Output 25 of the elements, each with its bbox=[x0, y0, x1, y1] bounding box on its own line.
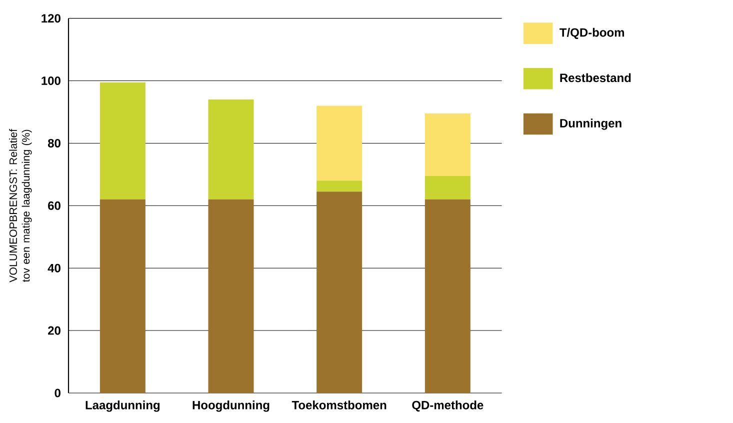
y-axis-title: VOLUMEOPBRENGST: Relatief tov een matige laagdunning (%) bbox=[9, 128, 32, 282]
y-tick-label: 20 bbox=[48, 326, 60, 335]
bar bbox=[424, 114, 470, 176]
bar bbox=[100, 199, 146, 393]
x-tick-label: Laagdunning bbox=[86, 400, 160, 412]
y-tick-label: 40 bbox=[48, 264, 60, 272]
y-tick-label: 0 bbox=[54, 388, 60, 398]
legend-label: Restbestand bbox=[560, 73, 631, 82]
bar bbox=[424, 176, 470, 200]
bar bbox=[316, 106, 362, 181]
bar bbox=[424, 199, 470, 393]
bar bbox=[208, 199, 254, 393]
y-tick-label: 120 bbox=[42, 14, 60, 23]
x-tick-label: QD-methode bbox=[412, 400, 484, 412]
legend-label: T/QD-boom bbox=[560, 28, 624, 39]
bar bbox=[208, 100, 254, 200]
y-tick-label: 60 bbox=[48, 201, 60, 210]
x-tick-label: Hoogdunning bbox=[192, 400, 270, 412]
bar bbox=[100, 82, 146, 200]
y-tick-label: 100 bbox=[42, 76, 60, 86]
bar bbox=[316, 180, 362, 192]
y-tick-label: 80 bbox=[48, 138, 60, 148]
x-tick-label: Toekomstbomen bbox=[292, 400, 386, 410]
legend-label: Dunningen bbox=[560, 118, 622, 130]
bar bbox=[316, 192, 362, 393]
